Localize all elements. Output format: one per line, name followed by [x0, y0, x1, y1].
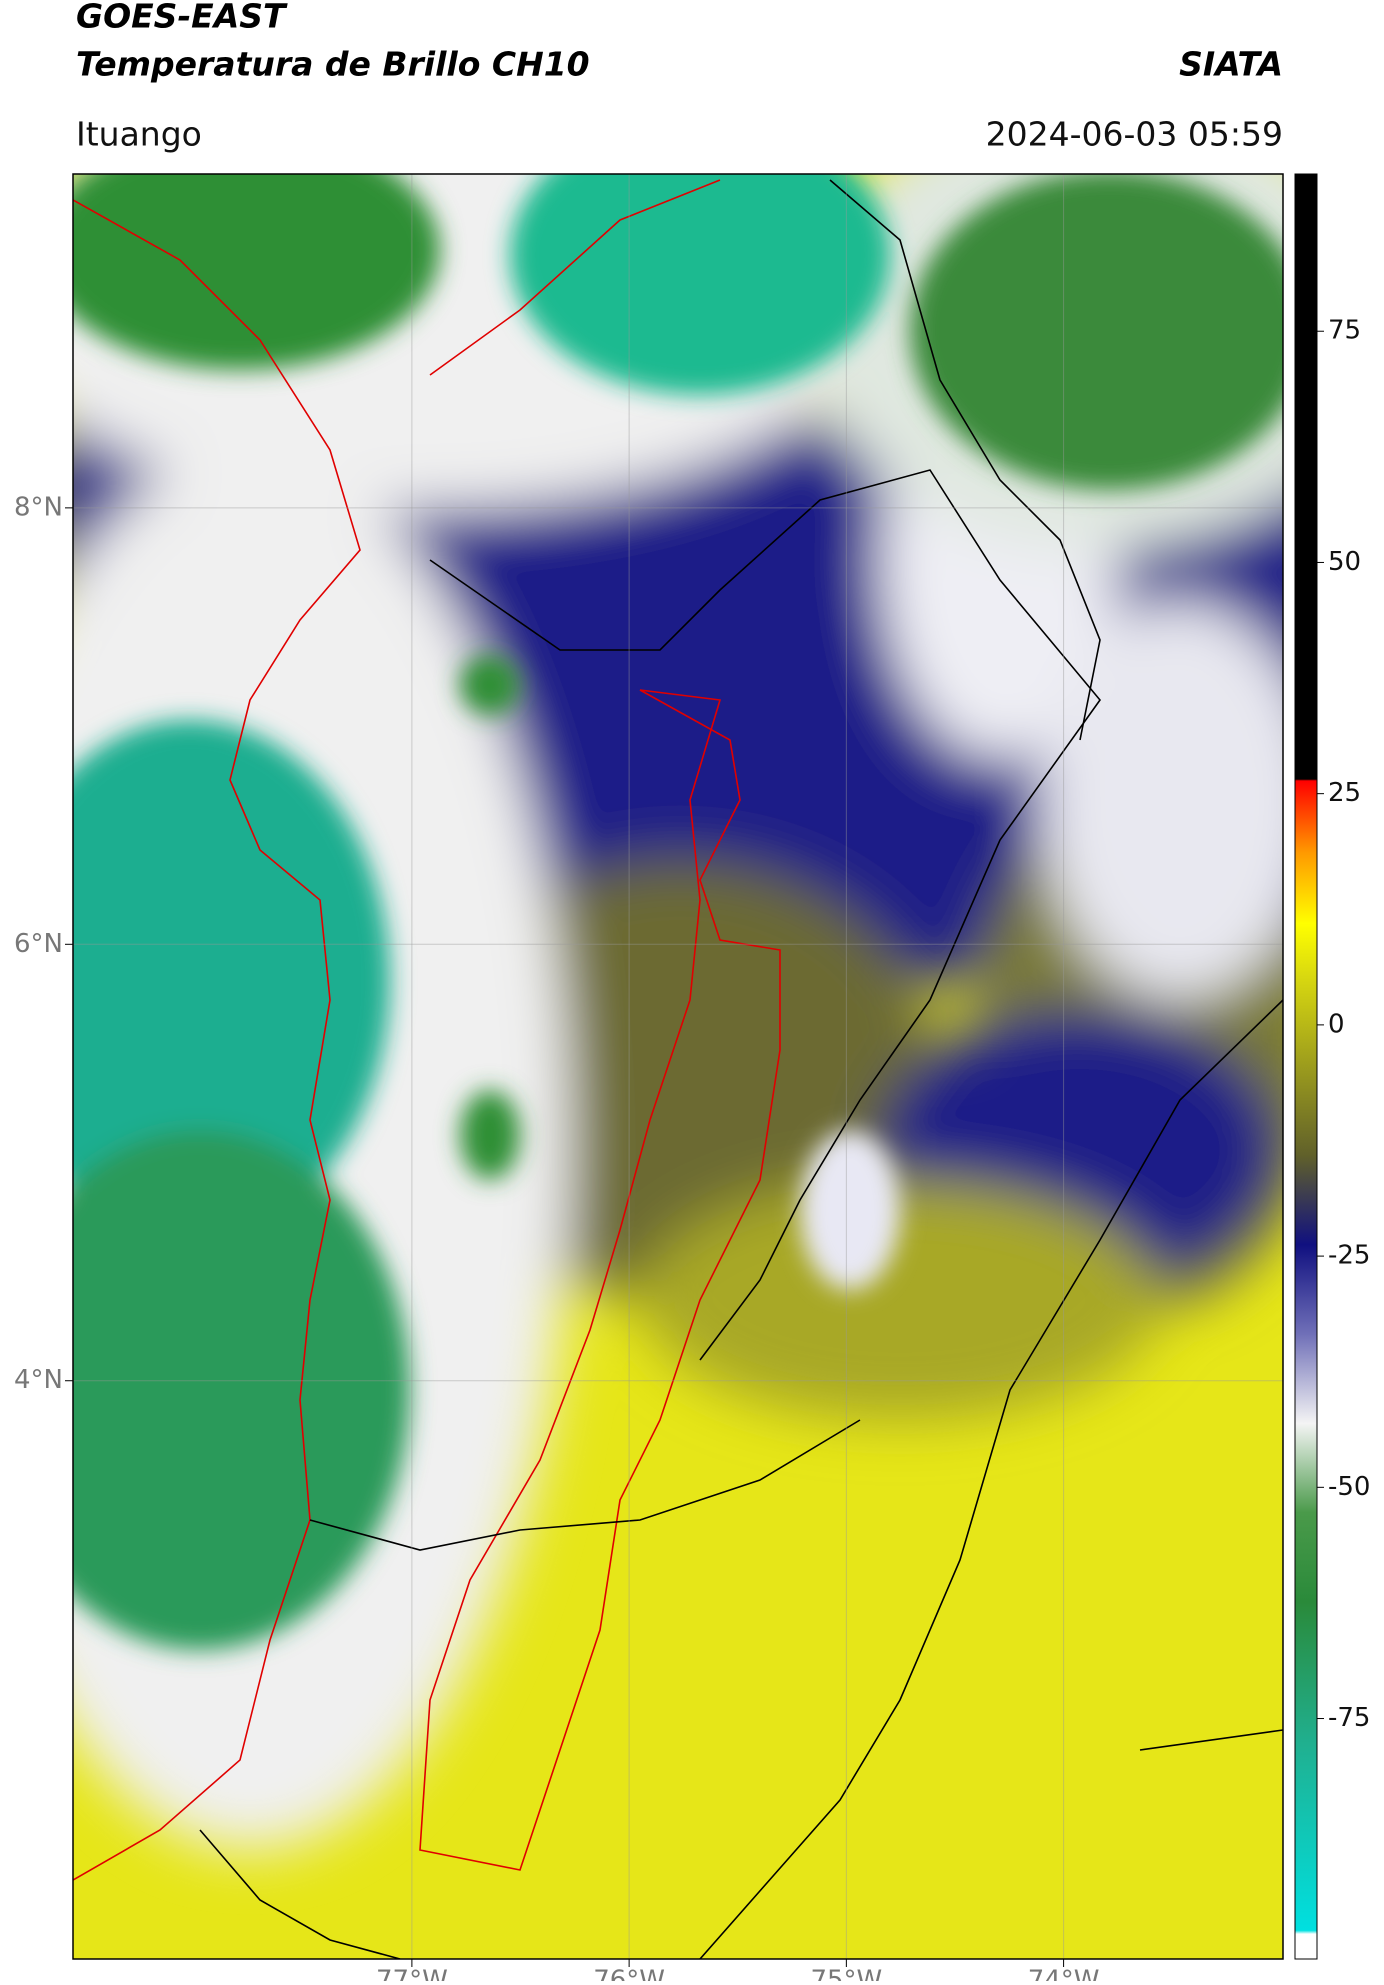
location: Ituango — [76, 115, 202, 154]
map-frame — [72, 173, 1284, 1960]
colorbar-tick-label: 25 — [1328, 778, 1361, 808]
title: Temperatura de Brillo CH10 — [76, 45, 590, 84]
colorbar-tick-label: -25 — [1328, 1241, 1370, 1271]
colorbar-tick-label: -50 — [1328, 1472, 1370, 1502]
y-tick-label: 6°N — [14, 929, 63, 959]
y-tick-label: 4°N — [14, 1365, 63, 1395]
colorbar — [1294, 173, 1318, 1960]
colorbar-tick-label: 0 — [1328, 1009, 1345, 1039]
colorbar-tick-label: -75 — [1328, 1703, 1370, 1733]
x-tick-label: 75°W — [810, 1966, 882, 1982]
y-tick-label: 8°N — [14, 492, 63, 522]
colorbar-tick-label: 50 — [1328, 547, 1361, 577]
product: GOES-EAST — [76, 0, 288, 36]
colorbar-tick-label: 75 — [1328, 316, 1361, 346]
datetime: 2024-06-03 05:59 — [986, 115, 1283, 154]
organization: SIATA — [1179, 45, 1283, 84]
x-tick-label: 76°W — [593, 1966, 665, 1982]
x-tick-label: 77°W — [376, 1966, 448, 1982]
satellite-image — [73, 174, 1283, 1959]
x-tick-label: 74°W — [1028, 1966, 1100, 1982]
